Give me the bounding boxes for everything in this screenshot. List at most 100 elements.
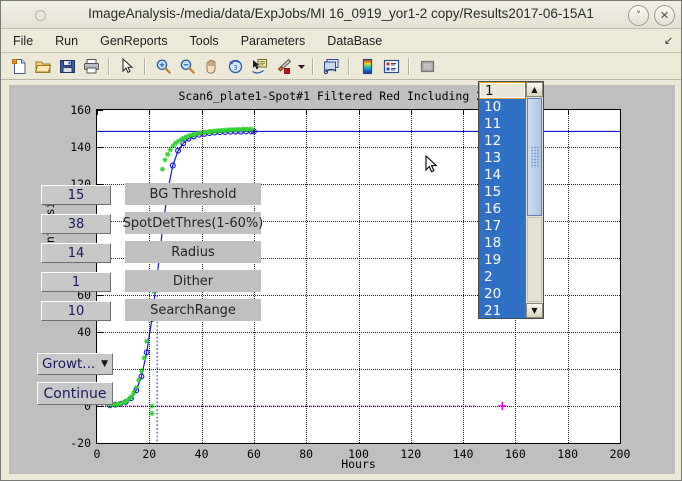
toolbar-separator [108, 57, 110, 75]
menu-database[interactable]: DataBase [327, 33, 383, 48]
radius-field[interactable]: 14 [41, 243, 111, 263]
menu-tools[interactable]: Tools [189, 33, 219, 48]
scrollbar-thumb[interactable] [527, 98, 542, 216]
listbox-option[interactable]: 17 [479, 218, 526, 235]
data-cursor-icon[interactable] [248, 55, 270, 77]
y-tick-mark [97, 184, 103, 185]
grid-line-x [463, 110, 465, 443]
y-tick-label: 160 [70, 103, 91, 117]
grid-line-y [97, 406, 620, 407]
spot-det-thres-label: SpotDetThres(1-60%) [123, 212, 263, 234]
chevron-down-icon: ▼ [101, 359, 108, 369]
grid-line-x [567, 110, 569, 443]
bg-threshold-label: BG Threshold [125, 183, 261, 205]
zoom-out-icon[interactable] [176, 55, 198, 77]
x-tick-label: 20 [142, 447, 157, 461]
print-figure-icon[interactable] [80, 55, 102, 77]
listbox-scrollbar[interactable]: ▲ ▼ [525, 82, 543, 318]
brush-icon[interactable] [272, 55, 294, 77]
grid-line-y [97, 258, 620, 259]
x-tick-mark [149, 110, 151, 115]
menu-parameters[interactable]: Parameters [240, 33, 306, 48]
close-icon[interactable]: ✕ [654, 5, 675, 26]
menu-run[interactable]: Run [55, 33, 79, 48]
growth-popup-value: Growt... [42, 356, 96, 372]
window-title: ImageAnalysis-/media/data/ExpJobs/MI 16_… [88, 6, 594, 21]
listbox-option[interactable]: 1 [479, 82, 526, 99]
rotate-3d-icon[interactable]: 3 [224, 55, 246, 77]
x-tick-mark [620, 110, 621, 115]
x-tick-mark [306, 110, 308, 115]
continue-button[interactable]: Continue [37, 382, 113, 405]
link-plot-icon[interactable] [320, 55, 342, 77]
x-tick-label: 160 [505, 447, 526, 461]
mouse-cursor-icon [425, 155, 438, 173]
x-tick-mark [567, 110, 569, 115]
dither-label: Dither [125, 270, 261, 292]
x-tick-label: 60 [246, 447, 261, 461]
new-figure-icon[interactable] [8, 55, 30, 77]
scrollbar-grip-icon [530, 146, 539, 168]
grid-line-y [97, 221, 620, 222]
x-tick-mark [97, 110, 98, 115]
x-tick-label: 80 [299, 447, 314, 461]
chevron-down-icon[interactable]: ˅ [628, 5, 649, 26]
zoom-in-icon[interactable] [152, 55, 174, 77]
svg-text:3: 3 [233, 64, 237, 72]
menu-genreports[interactable]: GenReports [100, 33, 168, 48]
listbox-options[interactable]: 110111213141516171819220212223 [479, 82, 526, 318]
listbox-option[interactable]: 21 [479, 303, 526, 318]
listbox-option[interactable]: 18 [479, 235, 526, 252]
x-axis-label: Hours [341, 457, 376, 471]
spot-det-thres-field[interactable]: 38 [41, 214, 111, 234]
y-tick-mark [97, 295, 103, 296]
grid-line-y [97, 332, 620, 333]
pan-hand-icon[interactable] [200, 55, 222, 77]
listbox-option[interactable]: 11 [479, 116, 526, 133]
x-tick-label: 0 [93, 447, 101, 461]
listbox-option[interactable]: 14 [479, 167, 526, 184]
grid-line-x [306, 110, 308, 443]
toolbar-separator [144, 57, 146, 75]
grid-line-y [97, 369, 620, 370]
toolbar: 3 [1, 53, 681, 80]
scrollbar-track[interactable] [527, 217, 542, 302]
y-tick-mark [97, 147, 103, 148]
x-tick-label: 200 [609, 447, 631, 461]
hide-plot-tools-icon[interactable] [416, 55, 438, 77]
figure-canvas: Scan6_plate1-Spot#1 Filtered Red Includi… [9, 85, 675, 474]
listbox-option[interactable]: 2 [479, 269, 526, 286]
listbox-option[interactable]: 19 [479, 252, 526, 269]
brush-dropdown-icon[interactable] [296, 55, 306, 77]
listbox-option[interactable]: 12 [479, 133, 526, 150]
y-tick-mark [97, 110, 103, 111]
window-menu-dot[interactable] [35, 10, 46, 21]
x-tick-label: 40 [194, 447, 209, 461]
listbox-option[interactable]: 13 [479, 150, 526, 167]
window-buttons: ˅ ✕ [628, 5, 675, 26]
dither-field[interactable]: 1 [41, 272, 111, 292]
colorbar-icon[interactable] [356, 55, 378, 77]
y-tick-label: 140 [70, 140, 91, 154]
legend-icon[interactable] [380, 55, 402, 77]
open-file-icon[interactable] [32, 55, 54, 77]
listbox-option[interactable]: 10 [479, 99, 526, 116]
growth-popup[interactable]: Growt... ▼ [37, 353, 113, 375]
save-figure-icon[interactable] [56, 55, 78, 77]
listbox-option[interactable]: 15 [479, 184, 526, 201]
pointer-icon[interactable] [116, 55, 138, 77]
x-tick-mark [410, 110, 412, 115]
scroll-up-arrow-icon[interactable]: ▲ [526, 82, 543, 97]
grid-line-x [358, 110, 360, 443]
x-tick-mark [253, 110, 255, 115]
scroll-down-arrow-icon[interactable]: ▼ [526, 303, 543, 318]
toolbar-separator [348, 57, 350, 75]
listbox-option[interactable]: 16 [479, 201, 526, 218]
search-range-field[interactable]: 10 [41, 301, 111, 321]
listbox-option[interactable]: 20 [479, 286, 526, 303]
grid-line-x [410, 110, 412, 443]
bg-threshold-field[interactable]: 15 [41, 185, 111, 205]
resize-corner-icon[interactable]: ↘ [663, 34, 673, 47]
scan-listbox[interactable]: 110111213141516171819220212223 ▲ ▼ [478, 81, 544, 319]
menu-file[interactable]: File [13, 33, 34, 48]
